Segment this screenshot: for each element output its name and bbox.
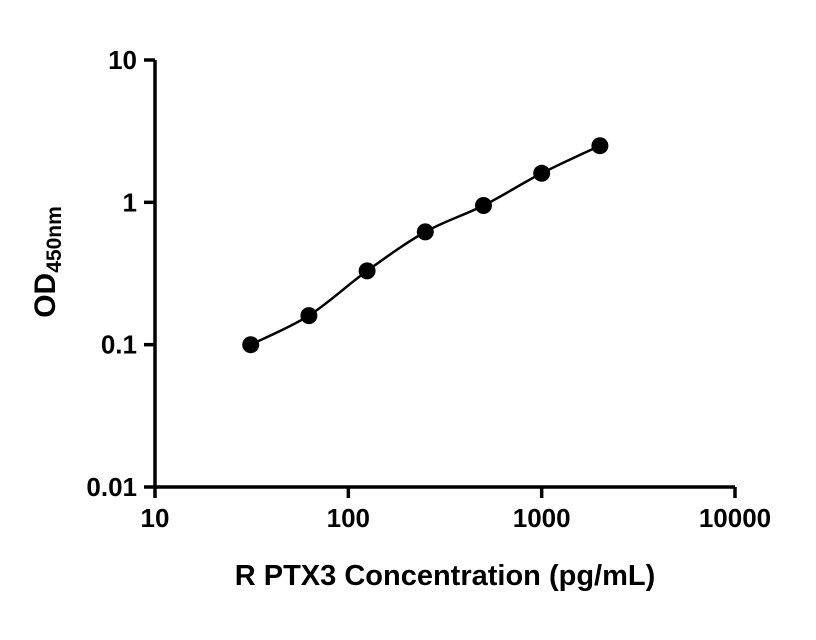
x-tick-label: 100	[327, 503, 370, 533]
data-point	[475, 197, 492, 214]
y-axis-label-subscript: 450nm	[43, 206, 66, 273]
data-point	[242, 336, 260, 354]
y-tick-label: 0.1	[101, 330, 137, 360]
data-point	[358, 262, 376, 280]
y-tick-label: 0.01	[86, 472, 137, 502]
x-axis-label: R PTX3 Concentration (pg/mL)	[234, 560, 656, 592]
y-tick-label: 1	[123, 187, 137, 217]
data-point	[416, 223, 434, 241]
x-tick-label: 10	[141, 503, 170, 533]
axes-frame	[153, 60, 735, 489]
data-point	[533, 164, 551, 182]
x-tick-label: 1000	[513, 503, 571, 533]
data-point	[591, 137, 609, 155]
x-tick-label: 10000	[699, 503, 771, 533]
y-axis-label-main: OD	[29, 272, 62, 318]
y-axis-label: OD450nm	[29, 206, 67, 318]
data-point	[300, 307, 318, 325]
y-tick-label: 10	[108, 45, 137, 75]
